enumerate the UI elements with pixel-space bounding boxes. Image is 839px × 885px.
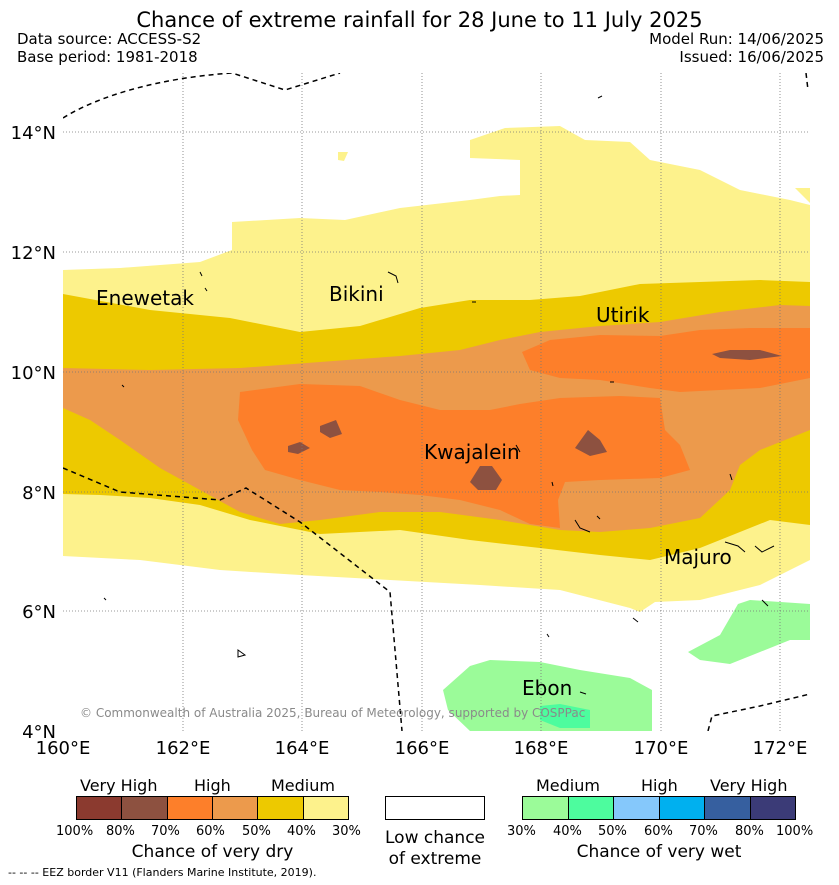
- place-labels: Enewetak Bikini Utirik Kwajalein Majuro …: [96, 282, 732, 700]
- lon-tick-label: 168°E: [514, 738, 569, 759]
- meta-right: Model Run: 14/06/2025 Issued: 16/06/2025: [649, 30, 824, 66]
- model-run: Model Run: 14/06/2025: [649, 30, 824, 48]
- legend-low-chance-caption: Low chance of extreme: [368, 828, 502, 870]
- legend-dry-tick: 70%: [151, 824, 180, 839]
- legend-wet-tick: 30%: [507, 824, 536, 839]
- lon-tick-label: 172°E: [753, 738, 808, 759]
- legend-wet-swatch: [567, 797, 613, 819]
- lat-tick-label: 4°N: [22, 722, 56, 743]
- meta-left: Data source: ACCESS-S2 Base period: 1981…: [17, 30, 201, 66]
- islands: [103, 95, 775, 695]
- legend-dry-tick: 80%: [106, 824, 135, 839]
- legend-dry-swatch: [77, 797, 122, 819]
- legend-wet-swatch: [704, 797, 750, 819]
- legend-dry-tick: 50%: [242, 824, 271, 839]
- legend-wet-level-high: High: [641, 776, 678, 795]
- zone-dry-70-80-c: [470, 466, 502, 490]
- legend-dry-swatch: [166, 797, 212, 819]
- legend-wet-colorbar: [522, 796, 796, 820]
- zone-dry-30-40-spot: [338, 152, 348, 161]
- legend-dry-level-medium: Medium: [271, 776, 335, 795]
- legend-wet-swatch: [523, 797, 568, 819]
- legend-wet-caption: Chance of very wet: [576, 842, 742, 862]
- legend-dry-level-very-high: Very High: [80, 776, 158, 795]
- legend-dry-tick: 30%: [332, 824, 361, 839]
- legend-wet-tick: 40%: [553, 824, 582, 839]
- legend-dry-level-high: High: [194, 776, 231, 795]
- legend-dry-colorbar: [76, 796, 349, 820]
- legend-wet-tick: 80%: [735, 824, 764, 839]
- legend-dry-tick: 60%: [196, 824, 225, 839]
- zone-dry-70-80-a: [288, 442, 310, 454]
- zone-dry-70-80-d: [575, 430, 607, 456]
- issued-date: Issued: 16/06/2025: [679, 48, 824, 66]
- lon-tick-label: 160°E: [36, 738, 91, 759]
- place-label-kwajalein: Kwajalein: [424, 440, 520, 464]
- legend-wet-swatch: [749, 797, 795, 819]
- lon-tick-label: 166°E: [395, 738, 450, 759]
- lon-tick-label: 164°E: [275, 738, 330, 759]
- legend-dry-caption: Chance of very dry: [131, 842, 294, 862]
- lon-tick-label: 162°E: [156, 738, 211, 759]
- place-label-majuro: Majuro: [664, 545, 732, 569]
- data-source: Data source: ACCESS-S2: [17, 30, 202, 48]
- legend-wet-tick: 50%: [598, 824, 627, 839]
- legend-low-chance-line-1: Low chance: [385, 828, 485, 848]
- legend-wet-level-medium: Medium: [536, 776, 600, 795]
- lon-tick-label: 170°E: [634, 738, 689, 759]
- legend-dry-swatch: [302, 797, 348, 819]
- lat-tick-label: 6°N: [22, 602, 56, 623]
- lon-tick-labels: 160°E 162°E 164°E 166°E 168°E 170°E 172°…: [36, 738, 808, 759]
- chart-title: Chance of extreme rainfall for 28 June t…: [136, 8, 703, 32]
- legend-low-chance-swatch: [385, 796, 485, 820]
- place-label-ebon: Ebon: [522, 676, 572, 700]
- place-label-utirik: Utirik: [596, 303, 650, 327]
- legend-wet-tick: 100%: [776, 824, 814, 839]
- zone-dry-70-80-e: [712, 350, 782, 360]
- lat-tick-label: 10°N: [11, 363, 56, 384]
- legend-wet-tick: 70%: [689, 824, 718, 839]
- eez-borders: [63, 73, 810, 731]
- legend-low-chance-line-2: of extreme: [388, 849, 482, 869]
- legend-wet-swatch: [613, 797, 659, 819]
- eez-border-note: -- -- -- EEZ border V11 (Flanders Marine…: [8, 866, 317, 879]
- lat-tick-label: 12°N: [11, 243, 56, 264]
- place-label-bikini: Bikini: [329, 282, 384, 306]
- zone-dry-70-80-b: [320, 420, 342, 438]
- zone-wet-30-40-majuro: [688, 600, 810, 664]
- copyright-notice: © Commonwealth of Australia 2025, Bureau…: [80, 706, 585, 720]
- zone-dry-60-70-west: [238, 384, 690, 528]
- legend-dry-tick: 40%: [287, 824, 316, 839]
- lat-tick-labels: 4°N 6°N 8°N 10°N 12°N 14°N: [11, 123, 56, 743]
- legend-dry-swatch: [211, 797, 258, 819]
- zone-dry-60-70-east: [522, 328, 810, 392]
- legend-wet-level-very-high: Very High: [710, 776, 788, 795]
- lat-tick-label: 14°N: [11, 123, 56, 144]
- map-plot-area: [63, 73, 810, 731]
- legend-dry-swatch: [121, 797, 167, 819]
- base-period: Base period: 1981-2018: [17, 48, 198, 66]
- legend-wet-swatch: [658, 797, 704, 819]
- lat-tick-label: 8°N: [22, 483, 56, 504]
- place-label-enewetak: Enewetak: [96, 286, 194, 310]
- legend-dry-tick: 100%: [56, 824, 94, 839]
- zone-wet-40-50-ebon: [540, 704, 590, 728]
- zone-dry-30-40-corner: [795, 188, 810, 203]
- legend-wet-tick: 60%: [644, 824, 673, 839]
- zone-wet-30-40-ebon: [443, 660, 652, 731]
- legend-dry-swatch: [257, 797, 303, 819]
